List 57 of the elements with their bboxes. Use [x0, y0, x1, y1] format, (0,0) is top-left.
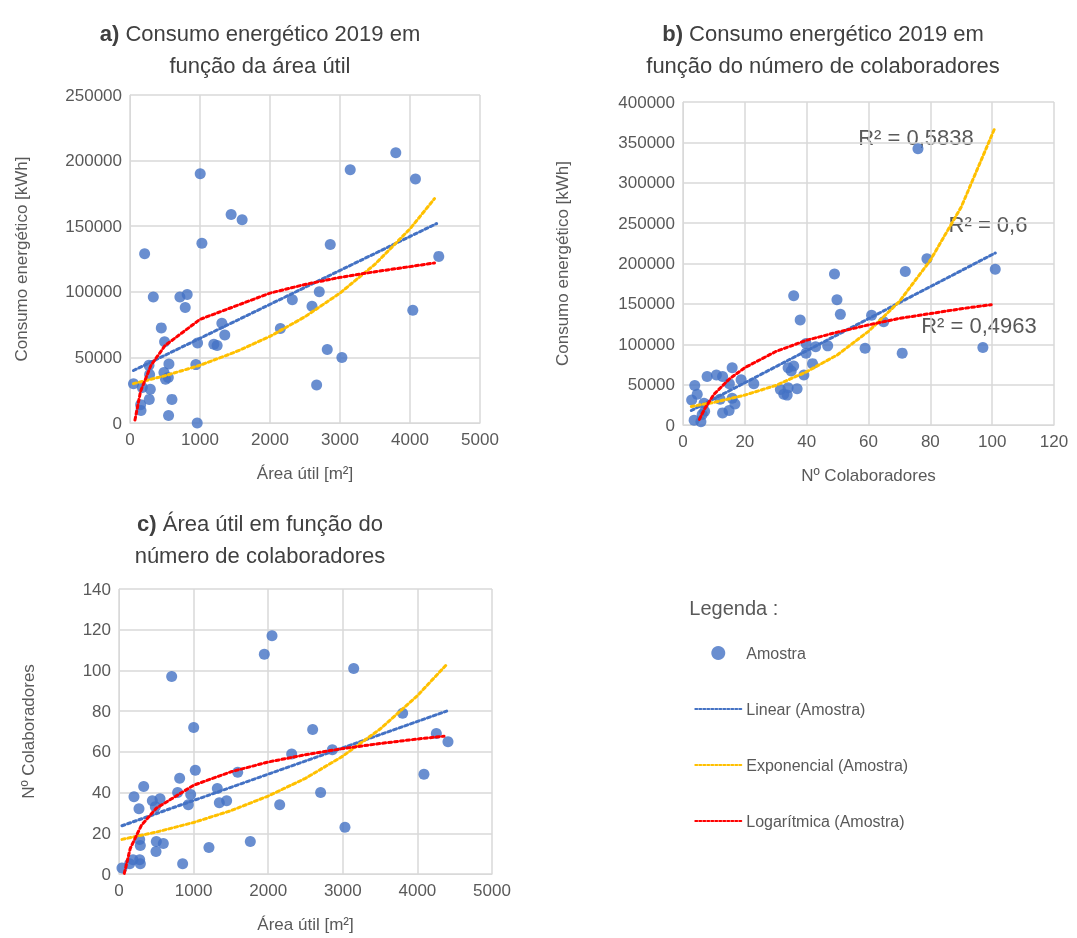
y-tick-label: 20 — [92, 823, 111, 843]
x-tick-label: 4000 — [391, 430, 429, 449]
y-tick-label: 400000 — [618, 92, 675, 112]
y-tick-label: 100000 — [65, 282, 122, 302]
legend-label: Linear (Amostra) — [746, 700, 866, 718]
y-tick-label: 50000 — [74, 347, 122, 367]
y-axis-title: Consumo energético [kWh] — [553, 160, 572, 367]
legend-label: Amostra — [746, 644, 806, 662]
y-tick-label: 250000 — [618, 213, 675, 233]
chart-title: a) Consumo energético 2019 em função da área útil — [99, 20, 421, 78]
x-tick-label: 0 — [678, 432, 688, 451]
x-tick-label: 100 — [977, 432, 1007, 451]
y-tick-label: 0 — [112, 413, 122, 433]
x-tick-label: 20 — [735, 432, 755, 451]
x-axis-title: Área útil [m²] — [256, 464, 354, 483]
y-tick-label: 80 — [92, 701, 111, 721]
chart-title: b) Consumo energético 2019 em função do número de colaboradores — [646, 20, 1000, 78]
x-tick-label: 5000 — [473, 881, 511, 900]
x-tick-label: 4000 — [398, 881, 437, 900]
x-tick-label: 2000 — [249, 881, 288, 900]
chart-title: c) Área útil em função do número de colaboradores — [134, 510, 386, 568]
y-tick-label: 250000 — [65, 85, 122, 105]
y-tick-label: 0 — [101, 864, 111, 884]
x-tick-label: 80 — [920, 432, 940, 451]
y-tick-label: 120 — [82, 620, 111, 640]
x-tick-label: 1000 — [181, 430, 219, 449]
x-tick-label: 2000 — [251, 430, 289, 449]
x-tick-label: 0 — [125, 430, 135, 449]
x-axis-title: Área útil [m²] — [257, 915, 354, 934]
x-tick-label: 40 — [797, 432, 817, 451]
x-tick-label: 3000 — [321, 430, 359, 449]
y-tick-label: 50000 — [627, 375, 675, 395]
y-tick-label: 350000 — [618, 132, 675, 152]
y-tick-label: 140 — [82, 579, 111, 599]
legend-label: Logarítmica (Amostra) — [746, 812, 905, 830]
annotation: R² = 0,5838 — [858, 124, 974, 150]
y-tick-label: 150000 — [618, 294, 675, 314]
y-tick-label: 150000 — [65, 216, 122, 236]
x-tick-label: 3000 — [323, 881, 362, 900]
legend-label: Exponencial (Amostra) — [746, 756, 909, 774]
annotation: R² = 0,4963 — [921, 312, 1037, 338]
y-tick-label: 0 — [665, 415, 675, 435]
y-axis-title: Nº Colaboradores — [19, 664, 38, 799]
legend-title: Legenda : — [689, 597, 779, 619]
x-tick-label: 1000 — [174, 881, 213, 900]
y-axis-title: Consumo energético [kWh] — [12, 156, 31, 362]
y-tick-label: 60 — [92, 742, 111, 762]
y-tick-label: 100 — [82, 660, 111, 680]
y-tick-label: 300000 — [618, 173, 675, 193]
y-tick-label: 200000 — [65, 151, 122, 171]
x-axis-title: Nº Colaboradores — [801, 466, 936, 485]
y-tick-label: 40 — [92, 783, 111, 803]
x-tick-label: 120 — [1039, 432, 1069, 451]
y-tick-label: 200000 — [618, 254, 675, 273]
x-tick-label: 5000 — [461, 430, 499, 449]
x-tick-label: 60 — [859, 432, 878, 451]
y-tick-label: 100000 — [618, 334, 675, 354]
